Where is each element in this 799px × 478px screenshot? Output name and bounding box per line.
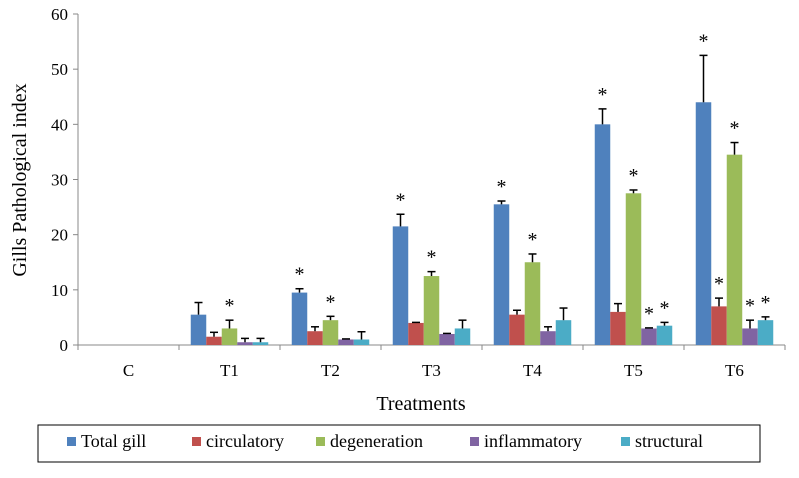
y-tick-label: 40 xyxy=(51,115,68,134)
x-tick-label: C xyxy=(123,361,134,380)
legend-label: Total gill xyxy=(81,431,146,451)
significance-star: * xyxy=(295,264,305,286)
bar-total-gill xyxy=(190,314,207,345)
significance-star: * xyxy=(699,30,709,52)
significance-star: * xyxy=(660,297,670,319)
significance-star: * xyxy=(644,303,654,325)
bar-total-gill xyxy=(291,292,308,345)
significance-star: * xyxy=(745,295,755,317)
significance-star: * xyxy=(761,292,771,314)
bar-degeneration xyxy=(423,276,440,345)
bar-circulatory xyxy=(206,336,222,345)
y-tick-label: 50 xyxy=(51,60,68,79)
y-tick-label: 20 xyxy=(51,226,68,245)
bar-total-gill xyxy=(392,226,409,345)
significance-star: * xyxy=(714,273,724,295)
bar-circulatory xyxy=(610,311,626,345)
bar-inflammatory xyxy=(237,342,253,345)
significance-star: * xyxy=(598,84,608,106)
legend-swatch xyxy=(67,437,76,446)
bar-structural xyxy=(555,320,572,345)
x-tick-label: T1 xyxy=(220,361,239,380)
significance-star: * xyxy=(497,176,507,198)
bar-degeneration xyxy=(221,328,238,345)
significance-star: * xyxy=(396,189,406,211)
x-tick-label: T5 xyxy=(624,361,643,380)
bar-inflammatory xyxy=(439,333,455,345)
bar-total-gill xyxy=(594,124,611,345)
bar-degeneration xyxy=(625,193,642,345)
bar-degeneration xyxy=(524,262,541,345)
legend-swatch xyxy=(621,437,630,446)
bar-structural xyxy=(353,339,370,345)
bar-circulatory xyxy=(509,314,525,345)
significance-star: * xyxy=(528,229,538,251)
significance-star: * xyxy=(427,247,437,269)
significance-star: * xyxy=(629,165,639,187)
bar-circulatory xyxy=(711,306,727,345)
x-tick-label: T6 xyxy=(725,361,744,380)
legend-label: structural xyxy=(635,431,703,451)
bar-structural xyxy=(757,320,774,345)
bar-inflammatory xyxy=(540,331,556,345)
bar-structural xyxy=(454,328,471,345)
legend-swatch xyxy=(470,437,479,446)
y-tick-label: 0 xyxy=(60,336,69,355)
y-tick-label: 30 xyxy=(51,171,68,190)
bar-inflammatory xyxy=(338,339,354,345)
bar-inflammatory xyxy=(641,328,657,345)
legend-swatch xyxy=(192,437,201,446)
bar-circulatory xyxy=(307,331,323,345)
y-tick-label: 60 xyxy=(51,5,68,24)
significance-star: * xyxy=(225,295,235,317)
x-tick-label: T4 xyxy=(523,361,542,380)
legend-label: inflammatory xyxy=(484,431,582,451)
bar-structural xyxy=(656,325,673,345)
y-tick-label: 10 xyxy=(51,281,68,300)
legend-label: degeneration xyxy=(330,431,423,451)
bar-structural xyxy=(252,342,269,345)
legend: Total gill circulatory degeneration inflamm… xyxy=(67,431,703,451)
x-tick-label: T3 xyxy=(422,361,441,380)
bar-circulatory xyxy=(408,322,424,345)
significance-star: * xyxy=(730,118,740,140)
legend-label: circulatory xyxy=(206,431,284,451)
bar-inflammatory xyxy=(742,328,758,345)
x-tick-label: T2 xyxy=(321,361,340,380)
x-axis-label: Treatments xyxy=(376,393,465,415)
legend-box xyxy=(37,424,761,463)
bar-total-gill xyxy=(695,102,712,346)
bar-degeneration xyxy=(322,320,339,345)
bar-total-gill xyxy=(493,204,510,345)
bar-degeneration xyxy=(726,154,743,345)
legend-swatch xyxy=(316,437,325,446)
significance-star: * xyxy=(326,291,336,313)
y-axis-label: Gills Pathological index xyxy=(9,83,31,276)
